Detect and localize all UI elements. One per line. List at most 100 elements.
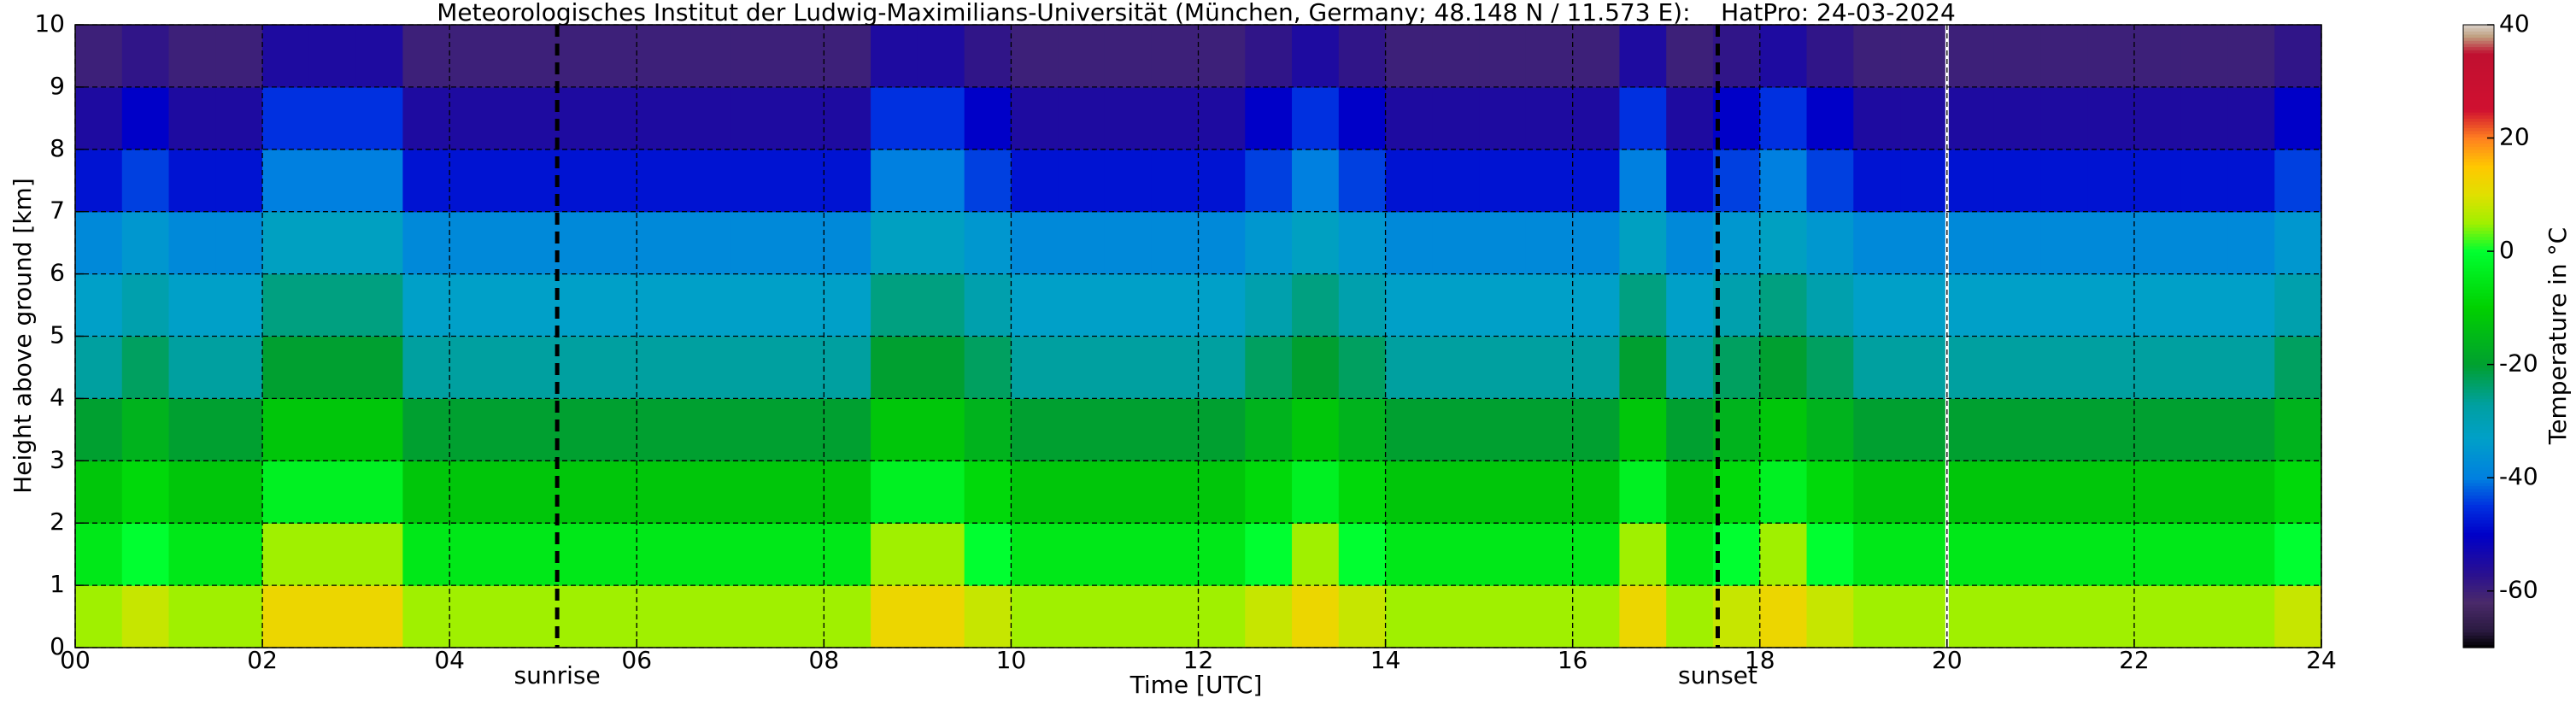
heatmap-cell xyxy=(1011,585,1059,648)
heatmap-cell xyxy=(402,149,450,213)
heatmap-cell xyxy=(1292,585,1340,648)
heatmap-cell xyxy=(355,523,403,586)
heatmap-cell xyxy=(964,585,1012,648)
heatmap-cell xyxy=(543,336,591,399)
heatmap-cell xyxy=(1385,211,1433,275)
heatmap-cell xyxy=(2274,398,2322,461)
heatmap-cell xyxy=(824,211,871,275)
heatmap-cell xyxy=(2227,211,2275,275)
heatmap-cell xyxy=(1151,211,1200,275)
heatmap-cell xyxy=(355,336,403,399)
heatmap-cell xyxy=(2274,585,2322,648)
colorbar-segment xyxy=(2463,476,2494,480)
colorbar-segment xyxy=(2463,90,2494,94)
heatmap-cell xyxy=(1666,211,1714,275)
heatmap-cell xyxy=(1619,523,1667,586)
colorbar-segment xyxy=(2463,124,2494,128)
heatmap-cell xyxy=(2274,149,2322,213)
heatmap-cell xyxy=(2274,86,2322,150)
colorbar-segment xyxy=(2463,395,2494,399)
heatmap-cell xyxy=(2087,86,2135,150)
colorbar-segment xyxy=(2463,173,2494,179)
heatmap-cell xyxy=(1572,273,1621,337)
colorbar-segment xyxy=(2463,588,2494,592)
heatmap-cell xyxy=(168,211,216,275)
colorbar-segment xyxy=(2463,510,2494,514)
heatmap-cell xyxy=(777,273,824,337)
heatmap-cell xyxy=(543,273,591,337)
y-tick-label: 7 xyxy=(50,197,65,225)
colorbar-segment xyxy=(2463,622,2494,627)
colorbar-segment xyxy=(2463,155,2494,160)
heatmap-cell xyxy=(1712,523,1761,586)
heatmap-cell xyxy=(1525,25,1574,88)
heatmap-cell xyxy=(1712,149,1761,213)
heatmap-cell xyxy=(824,86,871,150)
heatmap-cell xyxy=(1479,211,1527,275)
heatmap-cell xyxy=(637,523,684,586)
heatmap-cell xyxy=(1104,149,1153,213)
colorbar-segment xyxy=(2463,59,2494,63)
colorbar-segment xyxy=(2463,482,2494,487)
colorbar-segment xyxy=(2463,585,2494,590)
heatmap-cell xyxy=(1853,461,1901,524)
heatmap-cell xyxy=(917,86,965,150)
heatmap-cell xyxy=(1479,86,1527,150)
heatmap-cell xyxy=(2180,398,2229,461)
heatmap-cell xyxy=(777,336,824,399)
heatmap-cell xyxy=(2274,461,2322,524)
heatmap-cell xyxy=(730,86,778,150)
colorbar-segment xyxy=(2463,239,2494,243)
colorbar-segment xyxy=(2463,192,2494,197)
heatmap-cell xyxy=(1479,25,1527,88)
heatmap-cell xyxy=(449,149,497,213)
heatmap-cell xyxy=(964,149,1012,213)
heatmap-cell xyxy=(1198,398,1246,461)
heatmap-cell xyxy=(1432,86,1480,150)
colorbar-segment xyxy=(2463,402,2494,406)
heatmap-cell xyxy=(2227,461,2275,524)
heatmap-cell xyxy=(1385,398,1433,461)
colorbar-segment xyxy=(2463,367,2494,372)
heatmap-cell xyxy=(449,523,497,586)
colorbar-segment xyxy=(2463,432,2494,437)
colorbar-tick-label: 0 xyxy=(2499,236,2514,264)
heatmap-cell xyxy=(730,149,778,213)
heatmap-cell xyxy=(1151,86,1200,150)
colorbar-segment xyxy=(2463,610,2494,614)
colorbar-segment xyxy=(2463,429,2494,434)
colorbar-segment xyxy=(2463,205,2494,209)
heatmap-cell xyxy=(2040,149,2088,213)
colorbar-segment xyxy=(2463,180,2494,185)
heatmap-cell xyxy=(215,398,263,461)
colorbar-segment xyxy=(2463,339,2494,343)
heatmap-cell xyxy=(1946,523,1995,586)
colorbar-segment xyxy=(2463,323,2494,328)
heatmap-cell xyxy=(215,585,263,648)
colorbar-segment xyxy=(2463,305,2494,309)
heatmap-cell xyxy=(1104,523,1153,586)
heatmap-cell xyxy=(917,585,965,648)
heatmap-cell xyxy=(1245,585,1293,648)
colorbar-segment xyxy=(2463,71,2494,75)
heatmap-cell xyxy=(121,86,170,150)
colorbar-segment xyxy=(2463,311,2494,315)
x-tick-label: 06 xyxy=(621,646,652,674)
heatmap-cell xyxy=(121,461,170,524)
heatmap-cell xyxy=(543,523,591,586)
heatmap-cell xyxy=(2040,523,2088,586)
heatmap-cell xyxy=(496,149,544,213)
colorbar-segment xyxy=(2463,267,2494,272)
x-tick-label: 02 xyxy=(247,646,278,674)
heatmap-cell xyxy=(1198,336,1246,399)
colorbar-segment xyxy=(2463,578,2494,584)
colorbar-segment xyxy=(2463,286,2494,290)
heatmap-cell xyxy=(121,585,170,648)
heatmap-cell xyxy=(590,523,637,586)
heatmap-cell xyxy=(1104,273,1153,337)
heatmap-cell xyxy=(1385,273,1433,337)
colorbar-segment xyxy=(2463,507,2494,512)
heatmap-cell xyxy=(308,86,357,150)
heatmap-cell xyxy=(777,149,824,213)
y-tick-label: 2 xyxy=(50,507,65,536)
